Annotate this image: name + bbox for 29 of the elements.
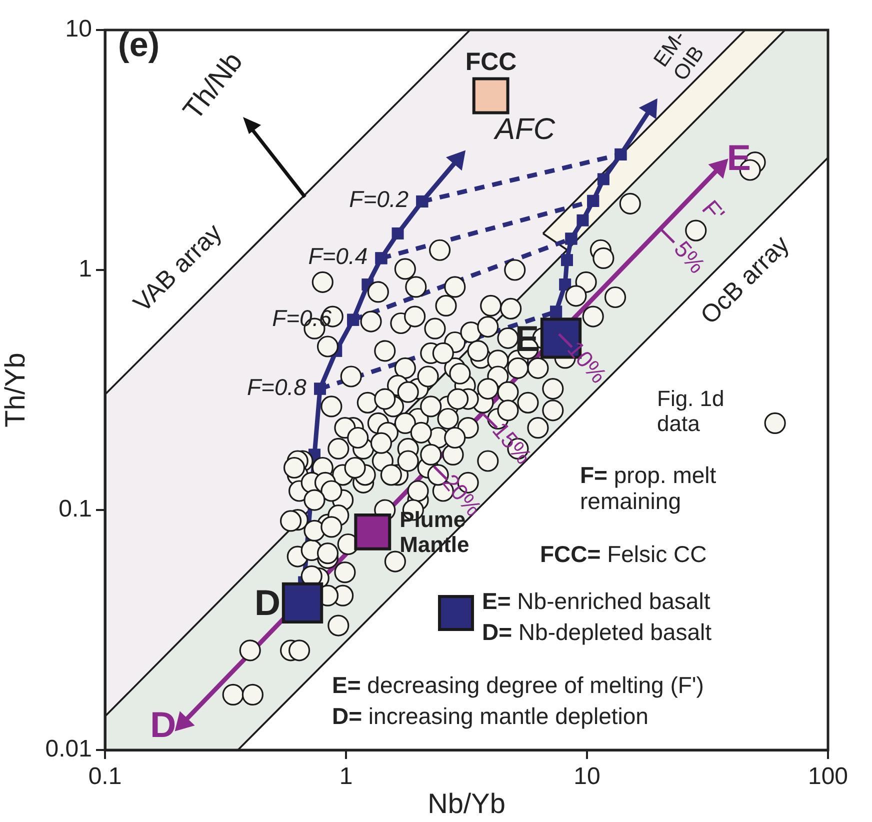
y-tick-label: 10 <box>65 16 92 43</box>
y-axis-title: Th/Yb <box>0 352 31 428</box>
y-tick-label: 0.01 <box>45 736 92 763</box>
x-tick-label: 10 <box>574 763 600 790</box>
annotation: D <box>150 704 176 746</box>
annotation: D= increasing mantle depletion <box>332 703 648 730</box>
annotation: FCC= Felsic CC <box>540 541 707 568</box>
x-tick-label: 100 <box>808 763 848 790</box>
annotation: F= prop. melt remaining <box>580 462 718 515</box>
annotation: Fig. 1d data <box>657 386 726 437</box>
annotation: E <box>726 136 751 178</box>
annotation: 5% <box>668 236 710 279</box>
annotation: (e) <box>118 26 160 66</box>
annotation: F=0.2 <box>349 186 409 213</box>
series-label: FCC <box>465 48 517 77</box>
annotation: D= Nb-depleted basalt <box>482 619 712 646</box>
annotation: F=0.8 <box>246 374 306 400</box>
annotation: D <box>254 582 280 624</box>
annotation: F' <box>695 196 729 228</box>
annotation: E= decreasing degree of melting (F') <box>332 672 704 698</box>
x-axis-title: Nb/Yb <box>428 788 506 819</box>
x-tick-label: 0.1 <box>88 763 122 790</box>
annotation: AFC <box>495 112 555 147</box>
annotation: F=0.4 <box>308 243 368 270</box>
annotation: E= Nb-enriched basalt <box>482 588 710 614</box>
x-tick-label: 1 <box>339 763 353 790</box>
y-tick-label: 1 <box>78 256 92 283</box>
y-tick-label: 0.1 <box>58 496 92 523</box>
annotation: EM-OIB <box>649 25 710 86</box>
